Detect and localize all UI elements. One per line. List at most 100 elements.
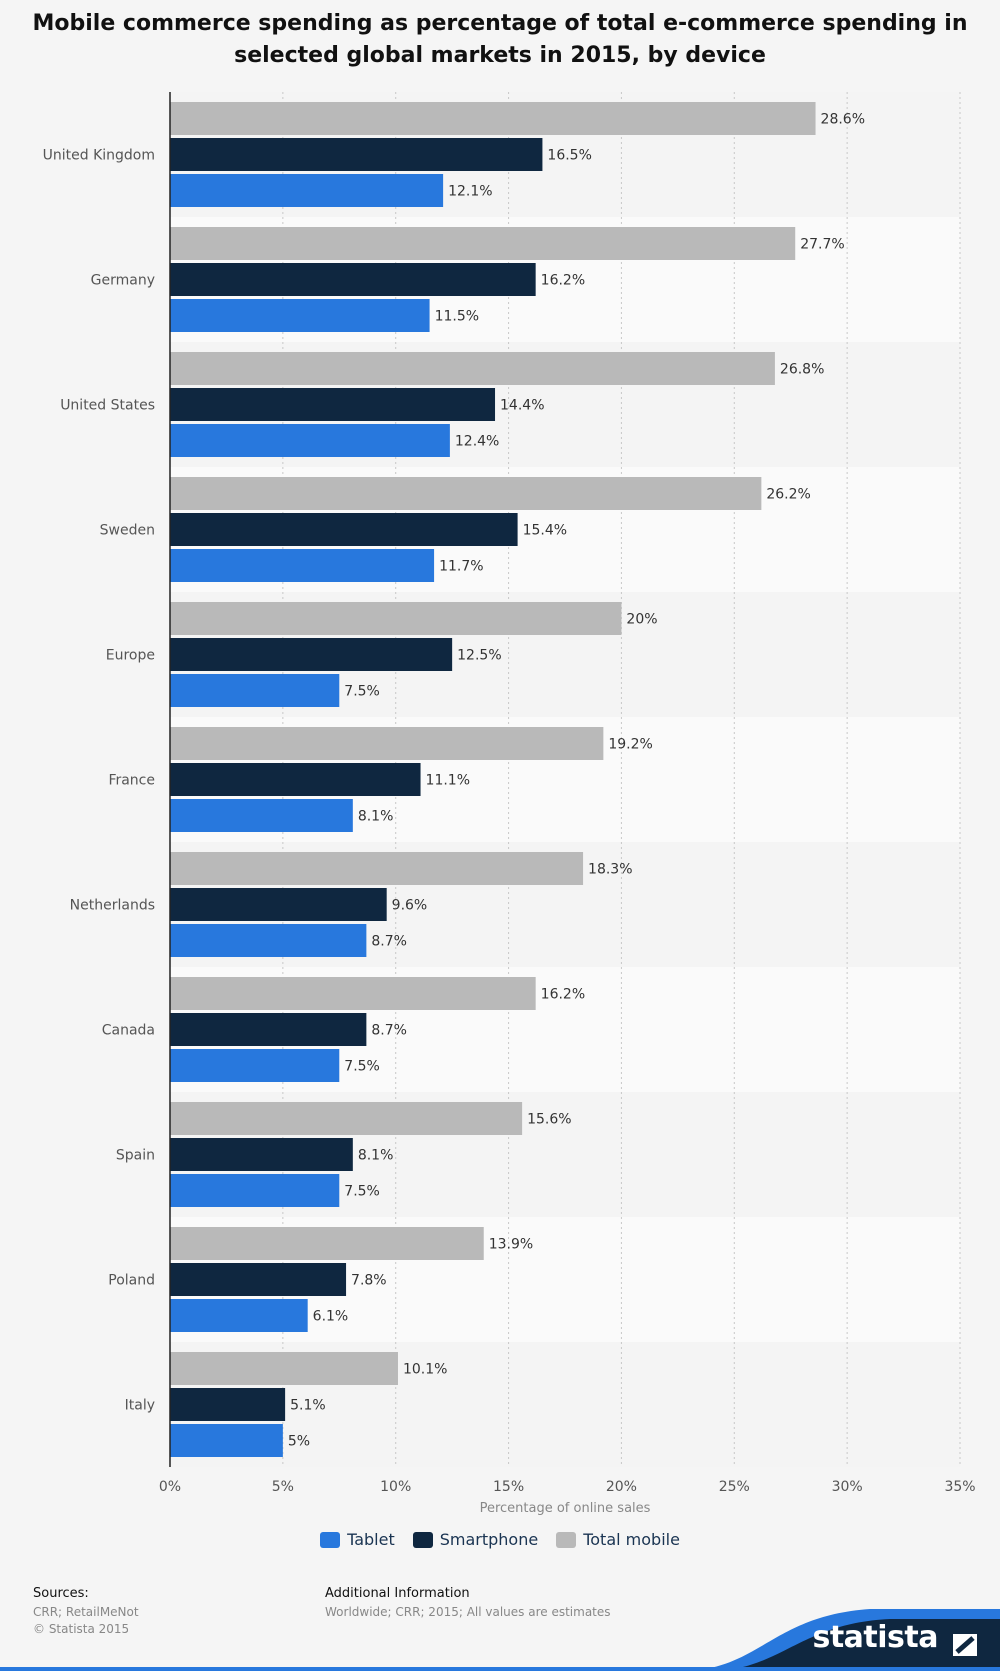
brand-logo-text[interactable]: statista bbox=[812, 1620, 938, 1655]
data-label-total-mobile-united-states: 26.8% bbox=[780, 362, 824, 378]
bar-total-mobile-europe bbox=[170, 602, 622, 635]
data-label-total-mobile-germany: 27.7% bbox=[800, 237, 844, 253]
data-label-smartphone-canada: 8.7% bbox=[371, 1023, 407, 1039]
bar-smartphone-united-states bbox=[170, 388, 496, 421]
category-label-netherlands: Netherlands bbox=[70, 898, 155, 914]
x-tick-label: 35% bbox=[944, 1479, 975, 1495]
category-label-sweden: Sweden bbox=[100, 523, 155, 539]
sources-block: Sources: CRR; RetailMeNot © Statista 201… bbox=[33, 1586, 139, 1638]
data-label-total-mobile-canada: 16.2% bbox=[541, 987, 585, 1003]
bar-smartphone-germany bbox=[170, 263, 536, 296]
bar-smartphone-france bbox=[170, 763, 421, 796]
x-tick-label: 10% bbox=[380, 1479, 411, 1495]
data-label-tablet-poland: 6.1% bbox=[313, 1309, 349, 1325]
category-label-france: France bbox=[108, 773, 155, 789]
x-tick-label: 15% bbox=[493, 1479, 524, 1495]
bar-tablet-france bbox=[170, 799, 353, 832]
bar-tablet-germany bbox=[170, 299, 430, 332]
legend-swatch-total-mobile bbox=[556, 1531, 577, 1548]
data-label-smartphone-united-kingdom: 16.5% bbox=[547, 148, 591, 164]
data-label-tablet-france: 8.1% bbox=[358, 809, 394, 825]
bar-tablet-spain bbox=[170, 1174, 340, 1207]
bar-smartphone-canada bbox=[170, 1013, 367, 1046]
bar-total-mobile-united-states bbox=[170, 352, 775, 385]
data-label-smartphone-italy: 5.1% bbox=[290, 1398, 326, 1414]
data-label-smartphone-united-states: 14.4% bbox=[500, 398, 544, 414]
bar-total-mobile-spain bbox=[170, 1102, 523, 1135]
sources-title: Sources: bbox=[33, 1586, 89, 1601]
legend-label-tablet: Tablet bbox=[347, 1530, 395, 1549]
data-label-total-mobile-united-kingdom: 28.6% bbox=[821, 112, 865, 128]
data-label-tablet-germany: 11.5% bbox=[435, 309, 479, 325]
bar-total-mobile-united-kingdom bbox=[170, 102, 816, 135]
bar-tablet-poland bbox=[170, 1299, 308, 1332]
data-label-tablet-netherlands: 8.7% bbox=[371, 934, 407, 950]
bar-tablet-united-kingdom bbox=[170, 174, 444, 207]
bar-smartphone-united-kingdom bbox=[170, 138, 543, 171]
additional-info-title: Additional Information bbox=[325, 1586, 470, 1601]
bar-total-mobile-netherlands bbox=[170, 852, 584, 885]
sources-line[interactable]: CRR; RetailMeNot bbox=[33, 1605, 139, 1619]
data-label-smartphone-sweden: 15.4% bbox=[523, 523, 567, 539]
category-label-spain: Spain bbox=[116, 1148, 155, 1164]
bar-total-mobile-canada bbox=[170, 977, 536, 1010]
legend-label-smartphone: Smartphone bbox=[439, 1530, 539, 1549]
data-label-smartphone-europe: 12.5% bbox=[457, 648, 501, 664]
bar-smartphone-poland bbox=[170, 1263, 347, 1296]
chart-title: Mobile commerce spending as percentage o… bbox=[32, 11, 968, 68]
data-label-smartphone-netherlands: 9.6% bbox=[392, 898, 428, 914]
legend-swatch-smartphone bbox=[412, 1531, 433, 1548]
x-tick-label: 25% bbox=[719, 1479, 750, 1495]
category-label-poland: Poland bbox=[108, 1273, 155, 1289]
bar-tablet-europe bbox=[170, 674, 340, 707]
x-tick-label: 5% bbox=[272, 1479, 294, 1495]
category-label-germany: Germany bbox=[91, 273, 155, 289]
bottom-accent-line bbox=[0, 1667, 1000, 1671]
x-tick-label: 20% bbox=[606, 1479, 637, 1495]
data-label-smartphone-germany: 16.2% bbox=[541, 273, 585, 289]
x-tick-label: 0% bbox=[159, 1479, 181, 1495]
brand-banner bbox=[680, 1609, 1000, 1671]
legend-item-total-mobile[interactable]: Total mobile bbox=[556, 1530, 680, 1549]
category-label-united-states: United States bbox=[60, 398, 155, 414]
bar-tablet-netherlands bbox=[170, 924, 367, 957]
bar-total-mobile-sweden bbox=[170, 477, 762, 510]
data-label-total-mobile-europe: 20% bbox=[626, 612, 657, 628]
legend-item-tablet[interactable]: Tablet bbox=[320, 1530, 395, 1549]
additional-info-line: Worldwide; CRR; 2015; All values are est… bbox=[325, 1605, 611, 1619]
bar-smartphone-sweden bbox=[170, 513, 518, 546]
bar-tablet-united-states bbox=[170, 424, 450, 457]
category-label-united-kingdom: United Kingdom bbox=[43, 148, 155, 164]
legend-label-total-mobile: Total mobile bbox=[583, 1530, 680, 1549]
data-label-total-mobile-netherlands: 18.3% bbox=[588, 862, 632, 878]
x-tick-label: 30% bbox=[832, 1479, 863, 1495]
data-label-total-mobile-poland: 13.9% bbox=[489, 1237, 533, 1253]
data-label-total-mobile-sweden: 26.2% bbox=[766, 487, 810, 503]
data-label-total-mobile-italy: 10.1% bbox=[403, 1362, 447, 1378]
bar-smartphone-spain bbox=[170, 1138, 353, 1171]
bar-smartphone-italy bbox=[170, 1388, 286, 1421]
x-axis-label: Percentage of online sales bbox=[480, 1501, 651, 1516]
category-label-europe: Europe bbox=[106, 648, 155, 664]
category-label-canada: Canada bbox=[102, 1023, 155, 1039]
bar-total-mobile-france bbox=[170, 727, 604, 760]
data-label-smartphone-spain: 8.1% bbox=[358, 1148, 394, 1164]
data-label-smartphone-france: 11.1% bbox=[426, 773, 470, 789]
data-label-tablet-spain: 7.5% bbox=[344, 1184, 380, 1200]
legend-item-smartphone[interactable]: Smartphone bbox=[412, 1530, 539, 1549]
data-label-total-mobile-france: 19.2% bbox=[608, 737, 652, 753]
bar-tablet-italy bbox=[170, 1424, 283, 1457]
legend-swatch-tablet bbox=[320, 1531, 341, 1548]
additional-info-block: Additional Information Worldwide; CRR; 2… bbox=[325, 1586, 611, 1621]
data-label-tablet-united-kingdom: 12.1% bbox=[448, 184, 492, 200]
category-label-italy: Italy bbox=[125, 1398, 155, 1414]
bar-total-mobile-germany bbox=[170, 227, 796, 260]
bar-chart: 0% 5% 10% 15% 20% 25% 30% 35% United Kingdom 28.6… bbox=[43, 92, 976, 1516]
data-label-tablet-canada: 7.5% bbox=[344, 1059, 380, 1075]
data-label-tablet-europe: 7.5% bbox=[344, 684, 380, 700]
copyright-line: © Statista 2015 bbox=[33, 1622, 130, 1636]
bar-total-mobile-italy bbox=[170, 1352, 398, 1385]
data-label-smartphone-poland: 7.8% bbox=[351, 1273, 387, 1289]
data-label-tablet-sweden: 11.7% bbox=[439, 559, 483, 575]
statista-logo-icon bbox=[953, 1634, 977, 1656]
